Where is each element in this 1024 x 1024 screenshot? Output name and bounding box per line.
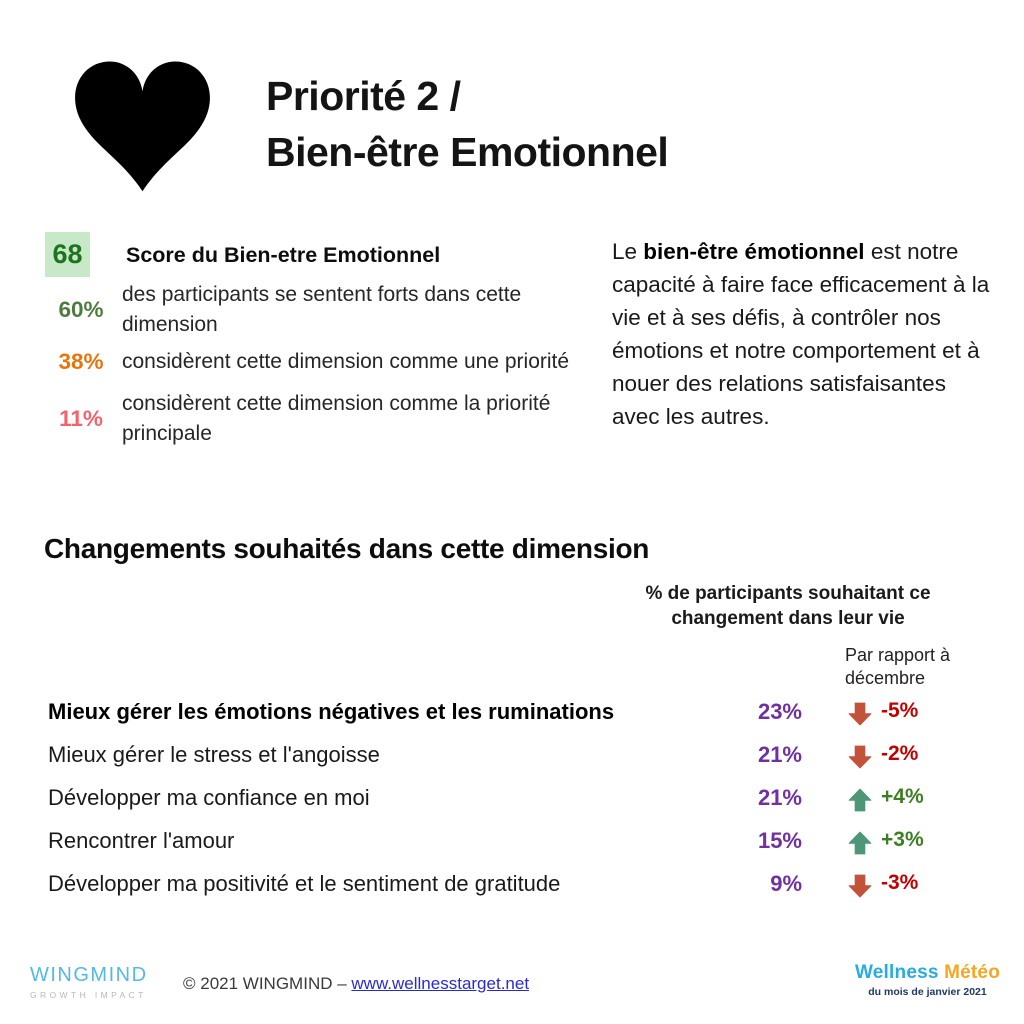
stat-text: des participants se sentent forts dans c…	[122, 283, 522, 336]
dimension-description: Le bien-être émotionnel est notre capaci…	[612, 235, 998, 433]
wellnesstarget-link[interactable]: www.wellnesstarget.net	[351, 974, 530, 993]
stat-text: considèrent cette dimension comme la pri…	[122, 392, 551, 445]
change-row-percent: 21%	[757, 742, 802, 767]
column-header-delta: Par rapport à décembre	[845, 645, 951, 688]
change-row-delta: -3%	[881, 871, 919, 894]
trend-down-icon	[847, 701, 873, 727]
stat-value: 38%	[58, 349, 104, 374]
page-title-line2: Bien-être Emotionnel	[266, 129, 669, 175]
wingmind-logo: WINGMIND GROWTH IMPACT	[30, 964, 148, 1000]
wingmind-logo-name: WINGMIND	[30, 964, 148, 986]
meteo-word-meteo: Météo	[938, 962, 1000, 983]
change-row-percent: 15%	[757, 828, 802, 853]
change-row-percent: 21%	[757, 785, 802, 810]
score-badge: 68	[45, 232, 90, 277]
stat-row-priority: 38% considèrent cette dimension comme un…	[40, 347, 615, 377]
description-prefix: Le	[612, 239, 644, 264]
stat-value: 11%	[59, 406, 103, 431]
stat-value: 60%	[58, 297, 104, 322]
change-row-label: Mieux gérer le stress et l'angoisse	[48, 742, 380, 767]
trend-up-icon	[847, 830, 873, 856]
copyright-line: © 2021 WINGMIND – www.wellnesstarget.net	[183, 974, 529, 994]
wingmind-logo-tagline: GROWTH IMPACT	[30, 990, 147, 1000]
wellness-meteo-subtitle: du mois de janvier 2021	[868, 986, 987, 998]
change-row-label: Développer ma confiance en moi	[48, 785, 370, 810]
stat-row-main-priority: 11% considèrent cette dimension comme la…	[40, 389, 615, 449]
change-row-delta: -5%	[881, 699, 919, 722]
description-term: bien-être émotionnel	[643, 239, 865, 264]
change-row-label: Développer ma positivité et le sentiment…	[48, 871, 561, 896]
meteo-word-wellness: Wellness	[855, 962, 939, 983]
trend-down-icon	[847, 873, 873, 899]
heart-icon	[70, 56, 215, 196]
wellness-meteo-name: Wellness Météo	[845, 962, 1010, 984]
change-row-percent: 9%	[770, 871, 802, 896]
change-row-percent: 23%	[757, 699, 802, 724]
wellness-meteo-logo: Wellness Météo du mois de janvier 2021	[845, 962, 1010, 998]
trend-up-icon	[847, 787, 873, 813]
score-label: Score du Bien-etre Emotionnel	[126, 243, 441, 267]
stat-row-strong: 60% des participants se sentent forts da…	[40, 280, 615, 340]
page-title-line1: Priorité 2 /	[266, 73, 461, 119]
change-row-delta: +3%	[881, 828, 924, 851]
section-title: Changements souhaités dans cette dimensi…	[44, 533, 650, 564]
change-row-delta: +4%	[881, 785, 924, 808]
stat-text: considèrent cette dimension comme une pr…	[122, 350, 570, 373]
change-row-label: Mieux gérer les émotions négatives et le…	[48, 699, 615, 724]
description-rest: est notre capacité à faire face efficace…	[612, 239, 990, 429]
change-row-delta: -2%	[881, 742, 919, 765]
page-title: Priorité 2 / Bien-être Emotionnel	[266, 68, 669, 180]
change-row-label: Rencontrer l'amour	[48, 828, 235, 853]
column-header-percent: % de participants souhaitant ce changeme…	[645, 583, 931, 629]
copyright-text: © 2021 WINGMIND –	[183, 974, 352, 993]
trend-down-icon	[847, 744, 873, 770]
